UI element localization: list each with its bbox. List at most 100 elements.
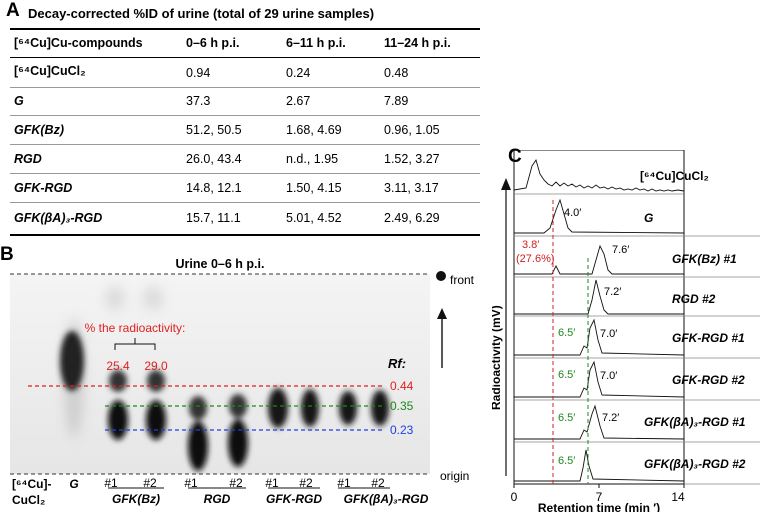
radioactivity-bracket	[114, 338, 156, 350]
radioactivity-value: 29.0	[144, 359, 168, 373]
trace-name: GFK(βA)₃-RGD #1	[644, 415, 746, 429]
front-label: front	[450, 273, 475, 287]
plot-frame	[513, 149, 685, 485]
lane-label: #2	[229, 476, 243, 490]
table-cell-value: 14.8, 12.1	[186, 181, 242, 195]
trace-name: GFK(βA)₃-RGD #2	[644, 457, 746, 471]
group-label-gfkbz: GFK(Bz)	[112, 492, 160, 506]
peak-label: 7.2′	[604, 286, 621, 298]
red-annotation-percent: (27.6%)	[516, 253, 555, 265]
trace-name: G	[644, 211, 653, 225]
x-tick-label: 7	[596, 490, 603, 504]
table-cell-value: 3.11, 3.17	[384, 181, 439, 195]
tlc-image: Urine 0–6 h p.i. front origin % the radi…	[10, 257, 490, 510]
peak-label: 7.0′	[600, 328, 617, 340]
x-axis-label: Retention time (min ′)	[538, 501, 660, 512]
lane-label: #2	[371, 476, 385, 490]
table-cell-value: 26.0, 43.4	[186, 152, 242, 166]
group-label-gfk-rgd: GFK-RGD	[266, 492, 322, 506]
peak-label: 7.6′	[612, 244, 629, 256]
table-cell-value: 15.7, 11.1	[186, 211, 241, 225]
table-cell-compound: GFK-RGD	[14, 181, 73, 195]
trace-gfkbz-1	[514, 244, 684, 275]
trace-name: GFK(Bz) #1	[672, 252, 737, 266]
label-dividers	[684, 235, 760, 485]
rf-label: Rf:	[388, 356, 406, 371]
peak-label: 7.0′	[600, 370, 617, 382]
table-cell-value: 1.52, 3.27	[384, 152, 440, 166]
table-header-rule	[10, 57, 480, 58]
group-label-g: G	[69, 477, 78, 491]
table-cell-value: 0.48	[384, 66, 409, 80]
trace-name: RGD #2	[672, 292, 716, 306]
x-tick-label: 14	[671, 490, 685, 504]
table-cell-value: 2.49, 6.29	[384, 211, 440, 225]
trace-gfkba3-rgd-1	[514, 404, 685, 440]
cucl2-label-line2: CuCl₂	[12, 493, 45, 507]
table-cell-compound: GFK(Bz)	[14, 123, 64, 137]
rf-value-044: 0.44	[390, 379, 414, 393]
table-cell-value: 0.96, 1.05	[384, 123, 440, 137]
group-label-rgd: RGD	[204, 492, 231, 506]
peak-label: 6.5′	[558, 412, 575, 424]
table-row-rule	[10, 202, 480, 203]
trace-name: GFK-RGD #2	[672, 373, 745, 387]
development-arrow-head	[437, 308, 447, 319]
panel-letter-c: C	[508, 146, 522, 167]
peak-label: 6.5′	[558, 369, 575, 381]
chromatogram-plot: Radioactivity (mV)	[489, 149, 760, 515]
table-header-0-6h: 0–6 h p.i.	[186, 36, 240, 50]
table-cell-value: 51.2, 50.5	[186, 123, 242, 137]
lane-label: #2	[143, 476, 157, 490]
x-tick-label: 0	[511, 490, 518, 504]
peak-label: 6.5′	[558, 455, 575, 467]
table-cell-value: 1.68, 4.69	[286, 123, 342, 137]
trace-cucl2	[513, 158, 685, 192]
trace-dividers	[514, 193, 684, 443]
table-header-compounds: [⁶⁴Cu]Cu-compounds	[14, 36, 143, 50]
trace-g	[514, 198, 685, 234]
table-row-rule	[10, 144, 480, 145]
table-cell-value: 5.01, 4.52	[286, 211, 342, 225]
front-marker-dot	[436, 271, 446, 281]
lane-label: #1	[265, 476, 279, 490]
tlc-plate: Urine 0–6 h p.i. front origin % the radi…	[10, 257, 475, 507]
y-axis-label: Radioactivity (mV)	[492, 305, 503, 410]
group-label-gfkba3-rgd: GFK(βA)₃-RGD	[344, 492, 429, 506]
radioactivity-value: 25.4	[106, 359, 130, 373]
lane-label: #1	[337, 476, 351, 490]
table-top-rule	[10, 28, 480, 30]
table-row-rule	[10, 115, 480, 116]
table-header-6-11h: 6–11 h p.i.	[286, 36, 346, 50]
panel-letter-b: B	[0, 244, 14, 265]
lane-label: #1	[104, 476, 118, 490]
table-header-11-24h: 11–24 h p.i.	[384, 36, 451, 50]
panel-letter-a: A	[6, 0, 20, 21]
red-annotation-time: 3.8′	[522, 239, 539, 251]
radioactivity-label: % the radioactivity:	[85, 321, 186, 335]
traces	[513, 158, 685, 482]
trace-name: GFK-RGD #1	[672, 331, 745, 345]
table-cell-compound: [⁶⁴Cu]CuCl₂	[14, 64, 86, 78]
trace-gfk-rgd-2	[514, 360, 685, 398]
table-cell-value: n.d., 1.95	[286, 152, 339, 166]
table-cell-value: 37.3	[186, 94, 211, 108]
trace-gfkba3-rgd-2	[514, 449, 685, 482]
table-row-rule	[10, 87, 480, 88]
trace-name: [⁶⁴Cu]CuCl₂	[640, 169, 709, 183]
table-cell-value: 0.94	[186, 66, 211, 80]
table-cell-value: 2.67	[286, 94, 311, 108]
tlc-title: Urine 0–6 h p.i.	[176, 258, 265, 271]
lane-label: #2	[299, 476, 313, 490]
trace-gfk-rgd-1	[514, 318, 685, 356]
rf-value-035: 0.35	[390, 399, 414, 413]
peak-label: 6.5′	[558, 327, 575, 339]
table-title: Decay-corrected %ID of urine (total of 2…	[28, 6, 375, 21]
table-cell-compound: G	[14, 94, 24, 108]
table-cell-value: 0.24	[286, 66, 311, 80]
table-cell-compound: GFK(βA)₃-RGD	[14, 211, 103, 225]
origin-label: origin	[440, 469, 469, 483]
table-cell-compound: RGD	[14, 152, 42, 166]
cucl2-label-line1: [⁶⁴Cu]-	[12, 477, 51, 491]
trace-rgd-2	[514, 279, 684, 315]
